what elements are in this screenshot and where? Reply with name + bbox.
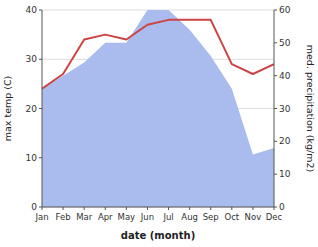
y-tick-label: 0 (31, 202, 37, 212)
x-tick-label: Mar (76, 212, 93, 222)
x-tick-label: Jul (162, 212, 173, 222)
x-tick-label: Dec (266, 212, 283, 222)
x-tick (168, 207, 169, 210)
y2-tick (274, 10, 277, 11)
x-tick (252, 207, 253, 210)
x-tick-label: Aug (181, 212, 198, 222)
y2-tick (274, 42, 277, 43)
x-tick (63, 207, 64, 210)
chart: 0 10 20 30 40 0 10 20 30 40 50 60 Jan Feb Mar Apr May Jun… (0, 0, 318, 247)
x-tick (274, 207, 275, 210)
x-tick (126, 207, 127, 210)
y-axis-title: max temp (C) (2, 76, 13, 142)
y2-tick-label: 20 (279, 136, 291, 146)
y-tick-label: 10 (26, 153, 38, 163)
x-tick (210, 207, 211, 210)
x-axis-line (42, 207, 274, 208)
y2-tick-label: 30 (279, 104, 291, 114)
precipitation-area (42, 10, 274, 207)
x-tick-label: Jun (140, 212, 154, 222)
y2-axis-title: med. precipitation (kg/m2) (305, 45, 316, 172)
y2-tick (274, 174, 277, 175)
y2-tick-label: 50 (279, 38, 291, 48)
x-tick (147, 207, 148, 210)
y-tick (39, 10, 42, 11)
y2-tick (274, 75, 277, 76)
x-tick (189, 207, 190, 210)
temperature-line (42, 20, 274, 89)
x-tick-label: Apr (98, 212, 113, 222)
y-tick (39, 108, 42, 109)
x-tick (105, 207, 106, 210)
grid (42, 10, 274, 207)
y2-tick-label: 0 (279, 202, 285, 212)
y2-tick (274, 141, 277, 142)
y2-tick-label: 10 (279, 169, 291, 179)
y2-tick-label: 60 (279, 5, 291, 15)
y2-tick (274, 108, 277, 109)
x-tick-label: Feb (56, 212, 71, 222)
y2-tick-label: 40 (279, 71, 291, 81)
plot-area (42, 10, 274, 207)
y-tick-label: 40 (26, 5, 38, 15)
y-tick-label: 20 (26, 104, 38, 114)
x-tick (42, 207, 43, 210)
x-tick-label: Sep (203, 212, 219, 222)
y-tick (39, 59, 42, 60)
x-axis-title: date (month) (121, 230, 195, 241)
x-tick-label: Nov (245, 212, 262, 222)
x-tick-label: Oct (224, 212, 239, 222)
x-tick (231, 207, 232, 210)
x-tick-label: May (118, 212, 136, 222)
y-tick-label: 30 (26, 54, 38, 64)
x-tick (84, 207, 85, 210)
x-tick-label: Jan (34, 212, 48, 222)
grid-line (42, 207, 274, 208)
axes: 0 10 20 30 40 0 10 20 30 40 50 60 Jan Feb Mar Apr May Jun… (26, 5, 291, 222)
y-tick (39, 157, 42, 158)
